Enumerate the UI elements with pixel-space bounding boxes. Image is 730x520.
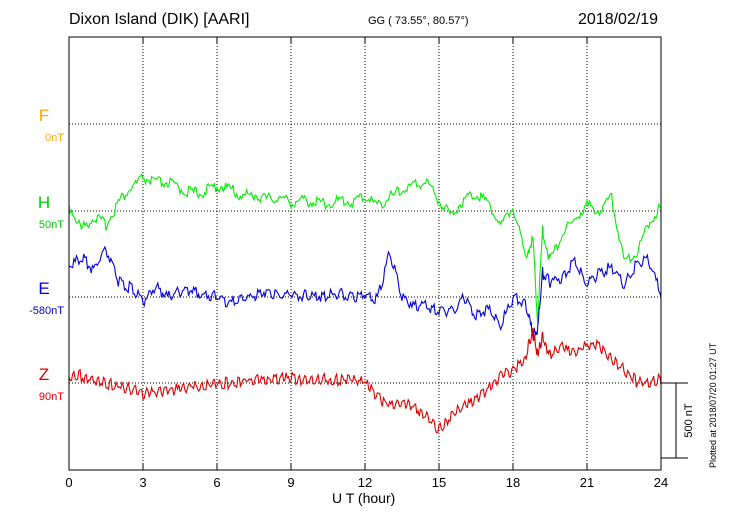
x-tick-label: 6 (213, 475, 220, 490)
x-tick-label: 21 (580, 475, 594, 490)
geographic-coordinates: GG ( 73.55°, 80.57°) (368, 15, 469, 27)
channel-letter: Z (39, 365, 49, 384)
x-tick-label: 3 (139, 475, 146, 490)
series-line-0 (68, 172, 662, 324)
scale-bar: 500 nT (661, 382, 695, 459)
x-tick-label: 12 (358, 475, 372, 490)
x-tick-label: 15 (432, 475, 446, 490)
x-tick-label: 0 (65, 475, 72, 490)
x-tick-label: 18 (506, 475, 520, 490)
channel-baseline: -580nT (29, 305, 64, 317)
x-tick-label: 9 (287, 475, 294, 490)
x-tick-label: 24 (654, 475, 668, 490)
x-axis-ticks: 0 3 6 9 12 15 18 21 24 (65, 37, 668, 490)
series-line-2 (68, 328, 662, 434)
channel-letter: E (38, 279, 49, 298)
grid-lines (69, 37, 661, 470)
series-group (68, 172, 662, 434)
channel-letter: F (39, 106, 49, 125)
channel-baseline: 90nT (39, 391, 64, 403)
channel-baseline: 50nT (39, 219, 64, 231)
series-line-1 (68, 245, 662, 341)
channel-baseline: 0nT (45, 132, 64, 144)
scale-bar-label: 500 nT (683, 403, 695, 438)
x-axis-label: U T (hour) (332, 490, 396, 506)
plot-date: 2018/02/19 (578, 11, 659, 28)
station-title: Dixon Island (DIK) [AARI] (69, 11, 250, 28)
channel-labels: F 0nT H 50nT E -580nT Z 90nT (29, 106, 64, 403)
channel-letter: H (38, 193, 50, 212)
